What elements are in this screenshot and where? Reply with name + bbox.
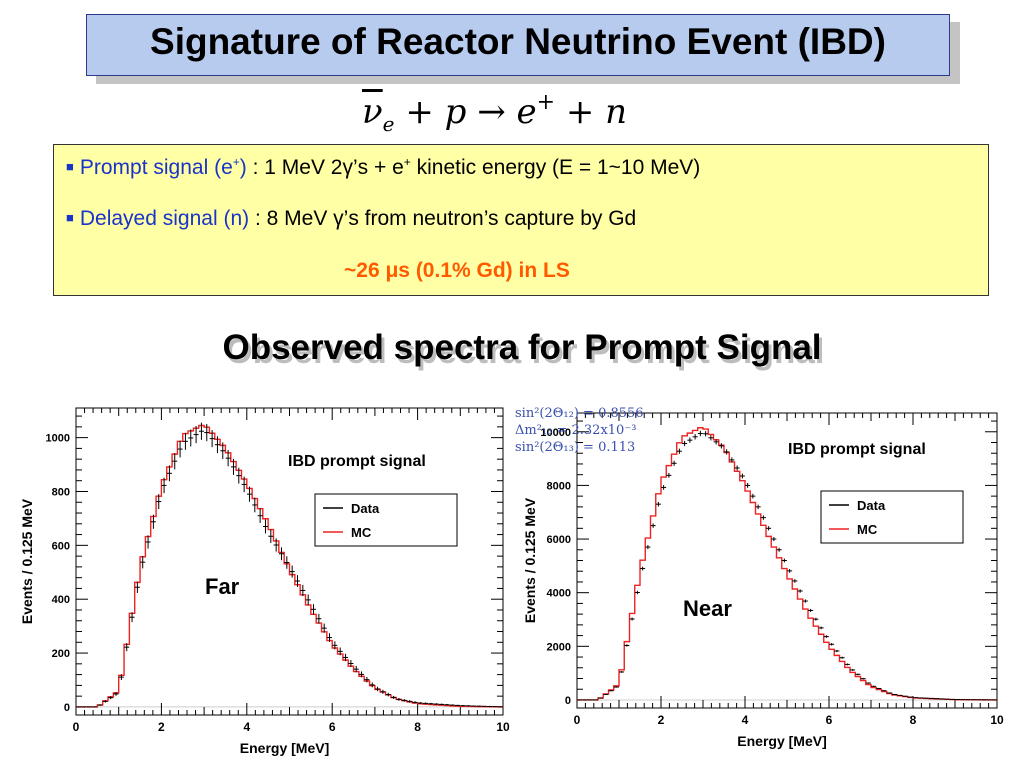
oscillation-param: sin²(2Θ₁₂) = 0.8556 — [515, 406, 644, 421]
detector-label: Far — [205, 574, 240, 599]
x-tick-label: 10 — [990, 713, 1004, 727]
x-tick-label: 6 — [329, 720, 336, 734]
y-tick-label: 6000 — [547, 534, 571, 546]
y-tick-label: 10000 — [540, 427, 571, 439]
delayed-label: Delayed signal (n) — [79, 207, 250, 230]
y-tick-label: 800 — [52, 486, 70, 498]
title-box: Signature of Reactor Neutrino Event (IBD… — [86, 14, 950, 76]
x-tick-label: 8 — [910, 713, 917, 727]
delayed-text: : 8 MeV γ’s from neutron’s capture by Gd — [249, 207, 637, 230]
antineutrino-symbol: ν — [362, 92, 383, 132]
mc-histogram — [577, 427, 997, 701]
y-tick-label: 200 — [52, 648, 70, 660]
prompt-text-b: kinetic energy (E = 1~10 MeV) — [410, 156, 701, 179]
delayed-signal-line: ■ Delayed signal (n) : 8 MeV γ’s from neu… — [66, 207, 636, 231]
x-tick-label: 4 — [742, 713, 749, 727]
prompt-label-close: ) — [239, 156, 247, 179]
y-tick-label: 0 — [64, 702, 70, 714]
legend-box — [820, 490, 964, 544]
oscillation-param: Δm²₁₃ = 2.32x10⁻³ — [515, 423, 636, 438]
square-bullet-icon: ■ — [66, 159, 74, 174]
equation-middle: + p → e — [394, 92, 537, 132]
prompt-text-a: : 1 MeV 2γ’s + e — [246, 156, 404, 179]
x-tick-label: 8 — [414, 720, 421, 734]
far-spectrum-chart: 0 2 4 6 8 10 0 200 400 600 800 1000 Energy [MeV] Even… — [19, 407, 510, 756]
nu-subscript: e — [382, 112, 395, 136]
oscillation-param: Δm²₁₂ = 7.6x10⁻⁵ — [515, 400, 628, 404]
legend-data-label: Data — [351, 501, 380, 516]
y-tick-label: 8000 — [547, 480, 571, 492]
mc-histogram — [76, 424, 503, 708]
y-tick-label: 0 — [565, 695, 571, 707]
y-tick-label: 1000 — [46, 433, 70, 445]
capture-time: ~26 μs (0.1% Gd) in LS — [344, 259, 570, 282]
prompt-signal-line: ■ Prompt signal (e+) : 1 MeV 2γ’s + e+ ki… — [66, 155, 700, 180]
chart-title: IBD prompt signal — [788, 441, 926, 458]
legend-box — [314, 493, 458, 547]
legend-data-label: Data — [857, 498, 886, 513]
spectra-title: Observed spectra for Prompt Signal — [222, 328, 822, 367]
y-axis-label: Events / 0.125 MeV — [19, 498, 35, 624]
x-tick-label: 0 — [73, 720, 80, 734]
y-tick-label: 400 — [52, 594, 70, 606]
x-tick-label: 6 — [826, 713, 833, 727]
slide-title: Signature of Reactor Neutrino Event (IBD… — [150, 21, 886, 62]
equation-tail: + n — [555, 92, 628, 132]
y-tick-label: 2000 — [547, 641, 571, 653]
prompt-label: Prompt signal (e — [79, 156, 233, 179]
positron-superscript: + — [536, 90, 556, 115]
prompt-label-sup: + — [232, 155, 240, 169]
y-axis-label: Events / 0.125 MeV — [522, 497, 538, 623]
x-axis-label: Energy [MeV] — [240, 740, 329, 756]
x-tick-label: 2 — [658, 713, 665, 727]
y-tick-label: 600 — [52, 540, 70, 552]
near-spectrum-chart: 0 2 4 6 8 10 0 2000 4000 6000 8000 10000 Energy [MeV… — [515, 400, 1004, 749]
x-tick-label: 4 — [243, 720, 250, 734]
x-axis-label: Energy [MeV] — [737, 733, 826, 749]
square-bullet-icon: ■ — [66, 210, 74, 225]
legend-mc-label: MC — [857, 522, 878, 537]
ibd-equation: νe + p → e+ + n — [362, 90, 627, 136]
signal-info-box: ■ Prompt signal (e+) : 1 MeV 2γ’s + e+ ki… — [53, 144, 989, 296]
y-tick-label: 4000 — [547, 588, 571, 600]
chart-title: IBD prompt signal — [288, 453, 426, 470]
oscillation-param: sin²(2Θ₁₃) = 0.113 — [515, 440, 635, 455]
x-tick-label: 10 — [496, 720, 510, 734]
x-tick-label: 2 — [158, 720, 165, 734]
x-tick-label: 0 — [574, 713, 581, 727]
detector-label: Near — [683, 596, 732, 621]
legend-mc-label: MC — [351, 525, 372, 540]
prompt-text-sup: + — [403, 155, 411, 169]
